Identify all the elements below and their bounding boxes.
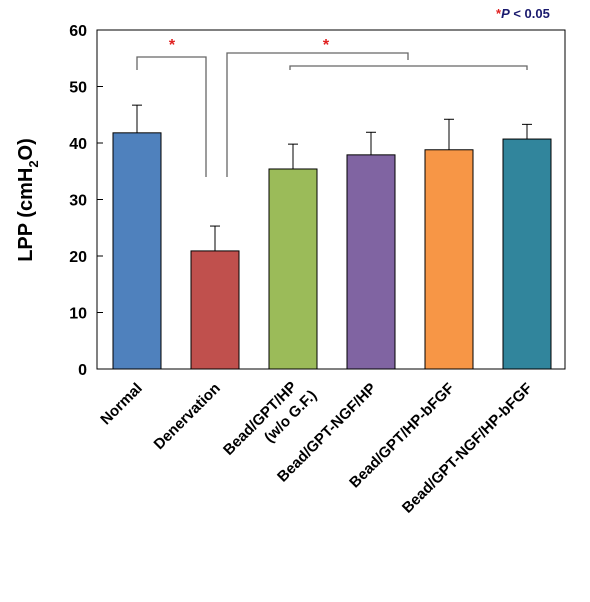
note-star: * [496,6,502,21]
significance-note: *P < 0.05 [496,6,550,21]
x-tick-label: Denervation [150,380,223,453]
y-tick-label: 30 [69,193,87,210]
plot-frame [96,29,566,370]
bar [190,250,240,370]
y-label-part: LPP (cmH [15,168,37,262]
bar [268,168,318,370]
bracket [289,65,528,70]
bar [346,154,396,370]
y-label-part: O) [15,138,37,160]
y-tick-label: 50 [69,80,87,97]
note-rest: < 0.05 [510,6,550,21]
significance-star: * [323,37,330,54]
x-tick-label: Normal [97,380,146,429]
y-tick-label: 0 [78,362,87,379]
x-tick-label: Bead/GPT-NGF/HP-bFGF [399,380,536,517]
y-tick-label: 40 [69,136,87,153]
brackets [136,52,528,177]
note-p: P [501,6,510,21]
bracket [226,52,409,177]
y-axis-label: LPP (cmH2O) [15,138,41,262]
bar [424,149,474,370]
bar [502,138,552,370]
bar [112,132,162,370]
y-tick-label: 10 [69,306,87,323]
y-label-sub: 2 [26,160,41,167]
significance-star: * [169,37,176,54]
bracket [136,56,207,177]
y-tick-label: 20 [69,249,87,266]
y-tick-label: 60 [69,23,87,40]
